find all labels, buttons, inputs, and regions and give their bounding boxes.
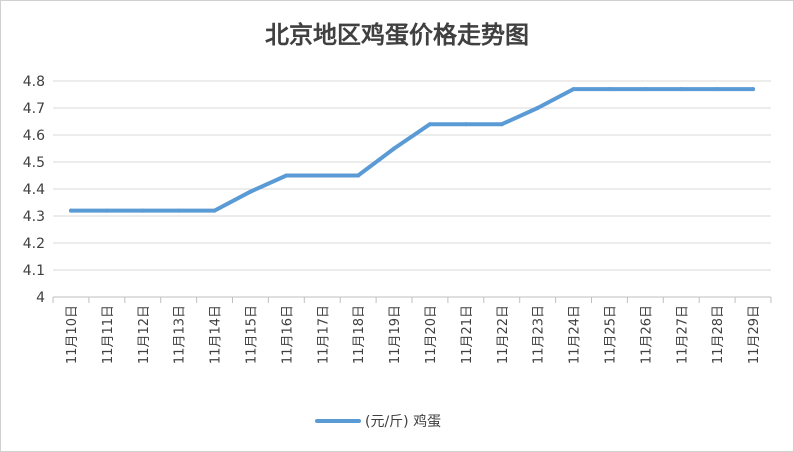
legend-label: (元/斤) 鸡蛋 [365,413,441,430]
chart-title: 北京地区鸡蛋价格走势图 [265,21,529,49]
data-point [68,208,73,213]
x-tick-label: 11月28日 [711,305,726,364]
y-tick-label: 4 [36,290,45,306]
data-point [607,87,612,92]
y-tick-label: 4.7 [23,101,45,117]
x-tick-label: 11月17日 [316,305,331,364]
x-tick-label: 11月19日 [388,305,403,364]
x-tick-label: 11月12日 [137,305,152,364]
x-tick-label: 11月22日 [496,305,511,364]
x-tick-label: 11月27日 [675,305,690,364]
x-tick-label: 11月26日 [639,305,654,364]
data-point [104,208,109,213]
x-tick-label: 11月23日 [532,305,547,364]
y-tick-label: 4.3 [23,209,45,225]
x-tick-label: 11月13日 [173,305,188,364]
y-tick-label: 4.5 [23,155,45,171]
data-point [176,208,181,213]
x-tick-label: 11月15日 [244,305,259,364]
data-point [751,87,756,92]
x-tick-label: 11月16日 [280,305,295,364]
x-tick-label: 11月14日 [209,305,224,364]
x-tick-label: 11月25日 [603,305,618,364]
x-tick-label: 11月29日 [747,305,762,364]
x-tick-label: 11月10日 [65,305,80,364]
data-point [499,122,504,127]
x-tick-label: 11月21日 [460,305,475,364]
x-tick-label: 11月18日 [352,305,367,364]
data-point [248,189,253,194]
y-tick-label: 4.2 [23,236,45,252]
data-point [356,173,361,178]
y-tick-label: 4.1 [23,263,45,279]
data-point [140,208,145,213]
x-tick-label: 11月24日 [568,305,583,364]
data-point [679,87,684,92]
data-point [715,87,720,92]
y-tick-label: 4.4 [23,182,45,198]
data-point [535,106,540,110]
data-point [427,122,432,127]
data-point [571,87,576,92]
data-point [643,87,648,92]
data-point [284,173,289,178]
x-tick-label: 11月11日 [101,305,116,364]
x-tick-label: 11月20日 [424,305,439,364]
data-point [320,173,325,178]
data-point [212,208,217,213]
y-tick-label: 4.8 [23,74,45,90]
y-tick-label: 4.6 [23,128,45,144]
data-point [392,146,397,151]
series-line [69,87,755,213]
data-point [463,122,468,127]
